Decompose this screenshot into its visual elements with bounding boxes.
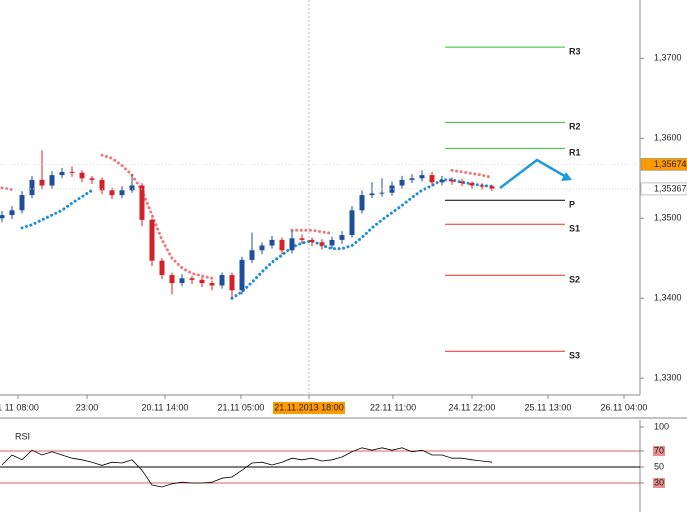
forecast-arrow-head <box>561 172 572 181</box>
candle-body <box>339 235 345 240</box>
x-tick-label: 1 11 08:00 <box>0 402 39 412</box>
forecast-arrow <box>499 158 569 189</box>
candle-body <box>109 190 115 196</box>
y-tick-label: 30 <box>654 477 664 487</box>
price-label: 1,35367 <box>654 183 687 193</box>
candle-body <box>389 185 395 193</box>
candle-body <box>269 239 275 246</box>
x-tick-label: 25.11 13:00 <box>525 402 572 412</box>
candle-body <box>489 186 495 189</box>
candle-body <box>379 192 385 194</box>
candle-body <box>349 210 355 236</box>
y-tick-label: 1,3600 <box>654 133 682 143</box>
candle-body <box>409 178 415 180</box>
candle-body <box>259 245 265 251</box>
candle-body <box>29 179 35 196</box>
pivot-label: R3 <box>569 47 581 57</box>
candle-body <box>179 278 185 284</box>
candle-body <box>359 195 365 211</box>
candle-body <box>289 238 295 251</box>
y-tick-label: 1,3700 <box>654 53 682 63</box>
y-tick-label: 1,3500 <box>654 213 682 223</box>
rsi-tick-bg <box>653 446 665 456</box>
candle-body <box>369 193 375 196</box>
x-tick-highlight <box>273 402 345 414</box>
price-label-box <box>640 158 687 171</box>
candle-body <box>0 215 5 219</box>
candle-body <box>49 175 55 186</box>
candle-body <box>139 185 145 220</box>
candle-body <box>329 239 335 246</box>
x-tick-label: 22.11 11:00 <box>370 402 416 412</box>
candle-body <box>79 172 85 179</box>
candle-body <box>69 171 75 173</box>
candle-body <box>129 185 135 191</box>
candle-body <box>89 178 95 180</box>
candle-body <box>169 275 175 284</box>
candle-body <box>99 179 105 191</box>
x-tick-label: 24.11 22:00 <box>449 402 496 412</box>
candle-body <box>439 179 445 183</box>
candle-body <box>19 195 25 211</box>
candle-body <box>319 242 325 246</box>
candle-body <box>189 278 195 280</box>
candle-body <box>429 175 435 183</box>
x-tick-label: 26.11 04:00 <box>601 402 648 412</box>
candle-body <box>59 171 65 176</box>
candle-body <box>39 179 45 186</box>
rsi-tick-bg <box>653 478 665 488</box>
pivot-label: P <box>569 200 575 210</box>
candle-body <box>199 279 205 284</box>
candle-body <box>219 275 225 286</box>
pivot-label: R2 <box>569 122 581 132</box>
candle-body <box>149 219 155 261</box>
rsi-line <box>1 447 493 488</box>
candle-body <box>209 283 215 286</box>
candle-body <box>229 275 235 291</box>
x-tick-label: 23:00 <box>76 402 99 412</box>
candle-body <box>249 250 255 260</box>
candle-body <box>449 179 455 182</box>
y-tick-label: 70 <box>654 445 664 455</box>
pivot-label: S2 <box>569 275 580 285</box>
y-tick-label: 1,3300 <box>654 373 682 383</box>
candle-body <box>459 181 465 184</box>
candle-body <box>9 210 15 216</box>
x-tick-label: 21.11.2013 18:00 <box>274 402 343 412</box>
pivot-label: S3 <box>569 351 580 361</box>
rsi-title: RSI <box>15 431 30 441</box>
candle-body <box>419 175 425 179</box>
candle-body <box>279 239 285 251</box>
indicator-line <box>20 178 494 300</box>
price-label: 1,35674 <box>654 159 687 169</box>
candle-body <box>469 183 475 186</box>
x-tick-label: 21.11 05:00 <box>218 402 265 412</box>
candle-body <box>299 238 305 240</box>
pivot-label: R1 <box>569 148 581 158</box>
candle-body <box>399 179 405 186</box>
x-tick-label: 20.11 14:00 <box>142 402 189 412</box>
y-tick-label: 100 <box>654 421 669 431</box>
candle-body <box>239 259 245 291</box>
candle-body <box>309 239 315 243</box>
candle-body <box>479 185 485 187</box>
y-tick-label: 50 <box>654 461 664 471</box>
y-tick-label: 1,3400 <box>654 293 682 303</box>
price-label-box <box>640 182 687 196</box>
pivot-label: S1 <box>569 224 580 234</box>
candle-body <box>119 190 125 196</box>
candle-body <box>159 260 165 276</box>
